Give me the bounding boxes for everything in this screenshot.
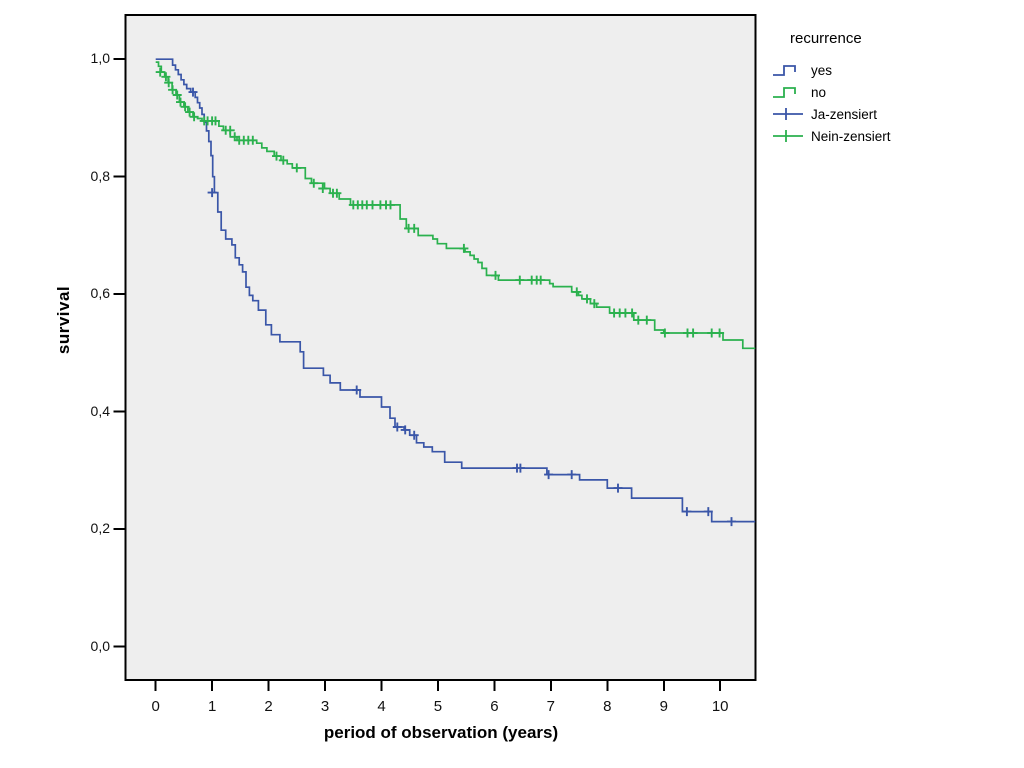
x-tick-label-1: 1	[207, 698, 217, 715]
legend-item-no: no	[772, 81, 1018, 103]
legend-items: yes no Ja-zensiert Nein-zensiert	[772, 59, 1018, 147]
x-tick-label-4: 4	[377, 698, 386, 715]
legend-item-label: Nein-zensiert	[811, 128, 891, 144]
y-axis-title: survival	[54, 285, 73, 355]
legend-item-ja-zensiert: Ja-zensiert	[772, 103, 1018, 125]
x-axis-title: period of observation (years)	[323, 723, 559, 742]
survival-curve-yes	[155, 58, 756, 523]
legend-item-nein-zensiert: Nein-zensiert	[772, 125, 1018, 147]
y-tick-label-0,0: 0,0	[90, 637, 110, 654]
x-tick-label-3: 3	[320, 698, 330, 715]
legend-title: recurrence	[790, 30, 862, 47]
legend-item-label: no	[811, 84, 827, 100]
censor-marks-no	[155, 67, 725, 338]
legend-item-yes: yes	[772, 59, 1018, 81]
y-tick-label-0,2: 0,2	[90, 520, 110, 537]
plot-area-frame	[124, 14, 757, 681]
legend-item-label: Ja-zensiert	[811, 106, 878, 122]
step-line-icon	[773, 87, 796, 98]
legend: recurrence yes no Ja-zensiert Nein-zensiert	[772, 30, 1018, 147]
y-tick-label-1,0: 1,0	[90, 50, 110, 67]
y-tick-label-0,8: 0,8	[90, 167, 110, 184]
x-tick-label-7: 7	[546, 698, 556, 715]
step-line-icon	[773, 65, 796, 76]
x-tick-label-0: 0	[151, 698, 160, 715]
censored-plus-icon	[773, 130, 803, 142]
x-tick-label-9: 9	[659, 698, 668, 715]
censored-plus-icon	[773, 108, 803, 120]
x-tick-label-10: 10	[711, 698, 729, 715]
y-tick-label-0,4: 0,4	[90, 402, 110, 419]
x-tick-label-6: 6	[490, 698, 499, 715]
y-tick-label-0,6: 0,6	[90, 285, 110, 302]
censor-marks-yes	[188, 87, 736, 527]
x-tick-label-5: 5	[433, 698, 443, 715]
x-tick-label-8: 8	[603, 698, 612, 715]
x-tick-label-2: 2	[264, 698, 273, 715]
legend-item-label: yes	[811, 62, 833, 78]
